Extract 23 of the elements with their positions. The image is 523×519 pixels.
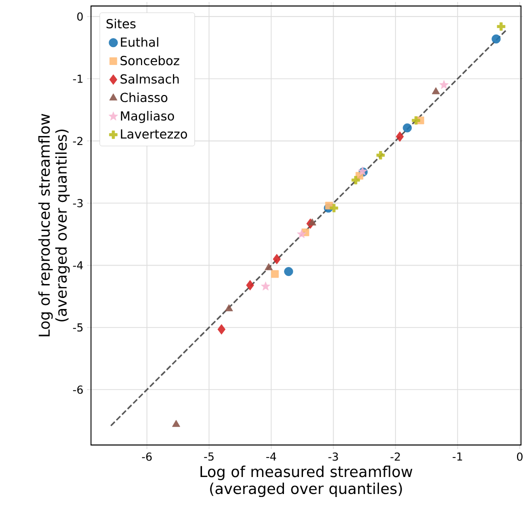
x-tick-label: -1 [452, 452, 462, 461]
y-tick-label: -6 [73, 386, 83, 394]
x-tick-label: 0 [516, 452, 523, 461]
x-tick-label: -2 [390, 452, 400, 461]
y-tick-label: -1 [73, 74, 82, 83]
x-axis-title: Log of measured streamflow (averaged over quantiles) [200, 466, 412, 498]
y-tick-label: -5 [73, 323, 83, 332]
y-axis-title: Log of reproduced streamflow (averaged over quantiles) [38, 114, 70, 336]
legend-title: Sites [106, 18, 136, 28]
x-tick-label: -4 [266, 452, 276, 461]
y-tick-label: -2 [73, 136, 82, 145]
x-tick-label: -5 [204, 452, 214, 461]
y-tick-label: -4 [73, 261, 83, 270]
legend-label: Euthal [120, 37, 158, 47]
y-tick-label: -3 [73, 198, 83, 208]
y-tick-label: 0 [77, 12, 83, 21]
x-tick-label: -6 [142, 452, 152, 461]
x-tick-label: -3 [328, 452, 338, 461]
legend-label: Sonceboz [120, 56, 180, 66]
legend-label: Magliaso [120, 110, 174, 124]
legend-label: Salmsach [120, 74, 179, 84]
legend-label: Lavertezzo [120, 129, 188, 139]
legend-label: Chiasso [120, 92, 168, 102]
